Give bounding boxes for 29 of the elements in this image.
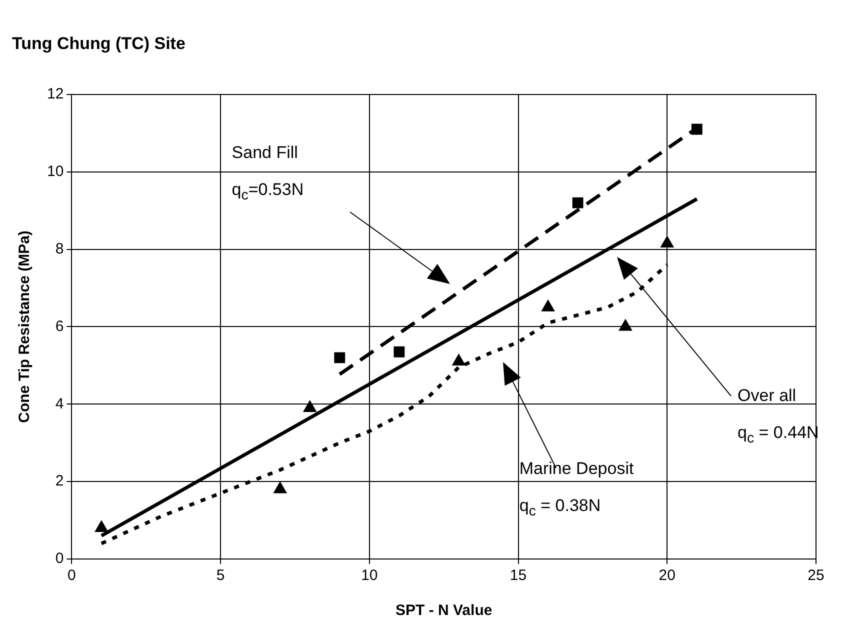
point xyxy=(660,236,674,248)
annotation: Sand Fill q$_{c}$=0.53N xyxy=(232,142,304,206)
y-tick-label: 4 xyxy=(55,395,64,412)
y-tick-label: 0 xyxy=(55,550,64,568)
x-tick-label: 20 xyxy=(658,567,676,584)
point xyxy=(394,346,405,358)
y-tick-label: 12 xyxy=(46,86,64,103)
x-tick-label: 10 xyxy=(361,567,378,584)
point xyxy=(541,300,555,312)
point xyxy=(691,124,702,135)
y-tick-label: 6 xyxy=(55,318,64,335)
y-axis-title: Cone Tip Resistance (MPa) xyxy=(16,230,34,423)
y-tick-label: 2 xyxy=(55,472,64,490)
point xyxy=(452,354,466,366)
x-tick-label: 15 xyxy=(510,567,527,584)
x-tick-label: 5 xyxy=(216,567,225,584)
x-tick-label: 25 xyxy=(808,567,824,584)
point xyxy=(334,352,346,364)
chart-title: Tung Chung (TC) Site xyxy=(12,34,186,53)
point xyxy=(274,482,287,494)
x-tick-label: 0 xyxy=(68,567,76,584)
y-tick-label: 8 xyxy=(55,240,64,258)
y-tick-label: 10 xyxy=(46,162,64,180)
point xyxy=(303,400,316,412)
point xyxy=(618,319,632,331)
point xyxy=(94,520,108,532)
point xyxy=(572,197,584,208)
x-axis-title: SPT - N Value xyxy=(395,602,492,620)
annotation: Marine Deposit q$_{c}$ = 0.38N xyxy=(519,458,634,521)
